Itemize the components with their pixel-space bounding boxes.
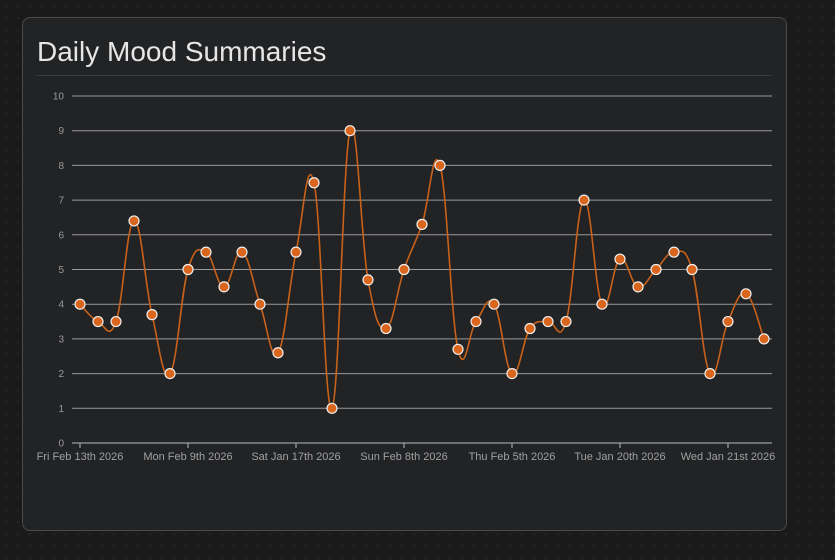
chart-title: Daily Mood Summaries: [37, 36, 327, 67]
x-tick-label: Sat Jan 17th 2026: [251, 451, 340, 463]
data-point: [722, 315, 734, 328]
data-point: [110, 315, 122, 328]
data-point: [290, 246, 302, 258]
data-point: [704, 368, 716, 380]
data-point: [74, 298, 86, 310]
data-point: [758, 333, 770, 345]
data-point: [488, 298, 500, 310]
y-tick-label: 7: [58, 196, 64, 207]
data-point: [272, 347, 284, 359]
data-point: [326, 402, 338, 414]
data-point: [524, 322, 536, 335]
y-tick-label: 9: [58, 126, 64, 137]
y-tick-label: 3: [58, 334, 64, 345]
data-point: [740, 288, 752, 300]
data-point: [650, 263, 662, 276]
x-tick-label: Mon Feb 9th 2026: [143, 451, 232, 463]
y-tick-label: 10: [53, 92, 65, 103]
data-point: [236, 246, 248, 258]
data-point: [380, 322, 392, 335]
y-tick-label: 8: [58, 161, 64, 172]
data-point: [560, 315, 572, 328]
data-point: [542, 315, 554, 328]
x-tick-label: Tue Jan 20th 2026: [574, 451, 665, 463]
data-point: [128, 215, 140, 227]
x-tick-label: Fri Feb 13th 2026: [37, 451, 124, 463]
data-point: [344, 125, 356, 137]
data-point: [686, 263, 698, 276]
data-point: [596, 298, 608, 310]
y-tick-label: 2: [58, 369, 64, 380]
data-point: [200, 246, 212, 258]
data-point: [632, 281, 644, 293]
data-point: [254, 298, 266, 310]
y-tick-label: 4: [58, 300, 64, 311]
title-divider: [37, 75, 772, 76]
data-point: [578, 194, 590, 206]
data-point: [146, 309, 158, 321]
data-point: [398, 263, 410, 276]
y-tick-label: 1: [58, 404, 64, 415]
data-point: [182, 263, 194, 276]
data-point: [434, 159, 446, 171]
data-point: [308, 177, 320, 189]
data-point: [506, 368, 518, 380]
x-tick-label: Thu Feb 5th 2026: [469, 451, 556, 463]
x-tick-label: Sun Feb 8th 2026: [360, 451, 447, 463]
data-point: [452, 343, 464, 355]
y-tick-label: 5: [58, 265, 64, 276]
data-point: [668, 246, 680, 258]
data-point: [218, 281, 230, 293]
y-tick-label: 0: [58, 439, 64, 450]
data-point: [164, 368, 176, 380]
data-point: [614, 253, 626, 265]
x-tick-label: Wed Jan 21st 2026: [681, 451, 776, 463]
data-point: [470, 315, 482, 328]
data-point: [362, 274, 374, 286]
y-tick-label: 6: [58, 230, 64, 241]
data-point: [416, 218, 428, 230]
data-point: [92, 315, 104, 328]
